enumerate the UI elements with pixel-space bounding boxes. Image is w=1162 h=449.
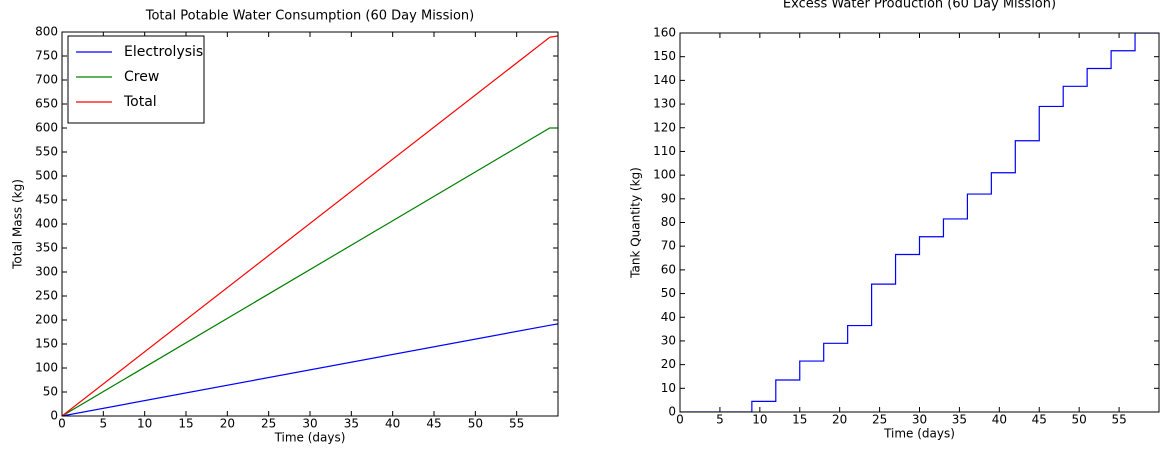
y-tick-label: 0 <box>50 409 58 423</box>
x-axis-label: Time (days) <box>274 431 346 445</box>
x-axis-label: Time (days) <box>883 427 955 441</box>
data-line <box>62 127 558 416</box>
x-tick-label: 5 <box>716 413 724 427</box>
axes-frame <box>679 32 1160 413</box>
chart-title: Excess Water Production (60 Day Mission) <box>783 0 1056 12</box>
y-tick-label: 70 <box>661 239 676 253</box>
y-tick-label: 90 <box>661 191 676 205</box>
x-tick-label: 40 <box>992 413 1007 427</box>
y-tick-label: 140 <box>653 73 676 87</box>
y-tick-label: 400 <box>35 217 58 231</box>
y-tick-label: 100 <box>35 361 58 375</box>
x-tick-label: 5 <box>100 417 108 431</box>
x-tick-label: 20 <box>220 417 235 431</box>
legend-label: Total <box>123 94 157 110</box>
x-tick-label: 15 <box>792 413 807 427</box>
x-tick-label: 30 <box>912 413 927 427</box>
y-tick-label: 700 <box>35 73 58 87</box>
y-tick-label: 500 <box>35 169 58 183</box>
x-tick-label: 45 <box>426 417 441 431</box>
x-tick-label: 0 <box>676 413 684 427</box>
x-tick-label: 55 <box>509 417 524 431</box>
x-tick-label: 45 <box>1032 413 1047 427</box>
y-tick-label: 0 <box>668 405 676 419</box>
x-tick-label: 10 <box>752 413 767 427</box>
y-tick-label: 150 <box>653 49 676 63</box>
y-tick-label: 600 <box>35 121 58 135</box>
y-tick-label: 150 <box>35 337 58 351</box>
legend-label: Electrolysis <box>124 44 203 60</box>
y-tick-label: 60 <box>661 262 676 276</box>
y-tick-label: 30 <box>661 333 676 347</box>
x-tick-label: 25 <box>872 413 887 427</box>
y-axis-label: Tank Quantity (kg) <box>629 167 643 279</box>
data-line <box>62 35 558 416</box>
y-tick-label: 750 <box>35 49 58 63</box>
y-tick-label: 250 <box>35 289 58 303</box>
y-tick-label: 80 <box>661 215 676 229</box>
y-tick-label: 350 <box>35 241 58 255</box>
y-tick-label: 450 <box>35 193 58 207</box>
x-tick-label: 10 <box>137 417 152 431</box>
x-tick-label: 30 <box>302 417 317 431</box>
x-tick-label: 35 <box>344 417 359 431</box>
x-tick-label: 50 <box>468 417 483 431</box>
y-tick-label: 160 <box>653 26 676 40</box>
x-tick-label: 55 <box>1111 413 1126 427</box>
axes-frame <box>61 31 559 417</box>
legend-label: Crew <box>124 69 159 85</box>
y-tick-label: 200 <box>35 313 58 327</box>
y-axis-label: Total Mass (kg) <box>11 179 25 270</box>
x-tick-label: 25 <box>261 417 276 431</box>
y-tick-label: 650 <box>35 97 58 111</box>
x-tick-label: 50 <box>1072 413 1087 427</box>
y-tick-label: 550 <box>35 145 58 159</box>
y-tick-label: 20 <box>661 357 676 371</box>
y-tick-label: 800 <box>35 25 58 39</box>
y-tick-label: 50 <box>661 286 676 300</box>
x-tick-label: 15 <box>178 417 193 431</box>
x-tick-label: 20 <box>832 413 847 427</box>
y-tick-label: 50 <box>43 385 58 399</box>
legend-box <box>67 35 205 124</box>
y-tick-label: 10 <box>661 381 676 395</box>
data-line <box>62 323 558 416</box>
y-tick-label: 130 <box>653 97 676 111</box>
y-tick-label: 300 <box>35 265 58 279</box>
y-tick-label: 40 <box>661 310 676 324</box>
y-tick-label: 100 <box>653 168 676 182</box>
data-line <box>680 33 1159 412</box>
x-tick-label: 35 <box>952 413 967 427</box>
chart-title: Total Potable Water Consumption (60 Day … <box>145 9 474 24</box>
x-tick-label: 0 <box>58 417 66 431</box>
x-tick-label: 40 <box>385 417 400 431</box>
y-tick-label: 110 <box>653 144 676 158</box>
y-tick-label: 120 <box>653 120 676 134</box>
